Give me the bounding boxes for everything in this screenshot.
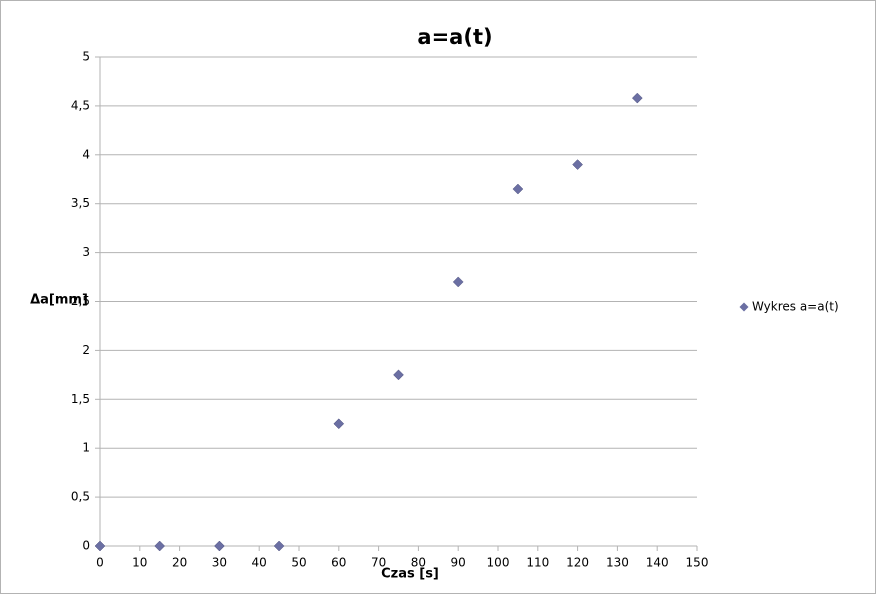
x-tick-label: 10 [132, 556, 147, 570]
data-point [452, 276, 464, 288]
x-tick-label: 150 [686, 556, 709, 570]
y-tick-label: 2,5 [71, 294, 90, 308]
x-tick-label: 20 [172, 556, 187, 570]
y-axis-title: Δa[mm] [30, 293, 88, 308]
data-point [572, 159, 583, 170]
y-tick-label: 4,5 [71, 98, 90, 112]
y-tick-label: 5 [82, 50, 90, 64]
data-point [273, 540, 285, 552]
x-tick-label: 80 [411, 556, 426, 570]
x-tick-label: 0 [96, 556, 104, 570]
y-tick-label: 1,5 [71, 392, 90, 406]
data-point [333, 418, 345, 430]
data-point [512, 183, 524, 195]
x-tick-label: 140 [646, 556, 669, 570]
legend-label: Wykres a=a(t) [752, 300, 839, 314]
x-tick-label: 90 [451, 556, 466, 570]
x-tick-label: 40 [252, 556, 267, 570]
x-tick-label: 50 [291, 556, 306, 570]
data-point [214, 540, 225, 552]
y-tick-label: 4 [82, 147, 90, 161]
x-tick-label: 70 [371, 556, 386, 570]
y-tick-label: 0 [82, 539, 90, 553]
x-tick-label: 60 [331, 556, 346, 570]
x-tick-label: 130 [606, 556, 629, 570]
x-axis-title: Czas [s] [381, 567, 439, 582]
x-tick-label: 120 [566, 556, 589, 570]
data-point [631, 92, 643, 104]
y-tick-label: 0,5 [71, 490, 90, 504]
y-tick-label: 3,5 [71, 196, 90, 210]
y-tick-label: 1 [82, 441, 90, 455]
legend-marker [739, 302, 749, 312]
y-tick-label: 3 [82, 245, 90, 259]
y-tick-label: 2 [82, 343, 90, 357]
x-tick-label: 110 [526, 556, 549, 570]
data-point [393, 369, 404, 381]
data-point [154, 540, 166, 552]
x-tick-label: 100 [487, 556, 510, 570]
chart-title: a=a(t) [417, 25, 492, 49]
data-point [94, 540, 106, 552]
x-tick-label: 30 [212, 556, 227, 570]
